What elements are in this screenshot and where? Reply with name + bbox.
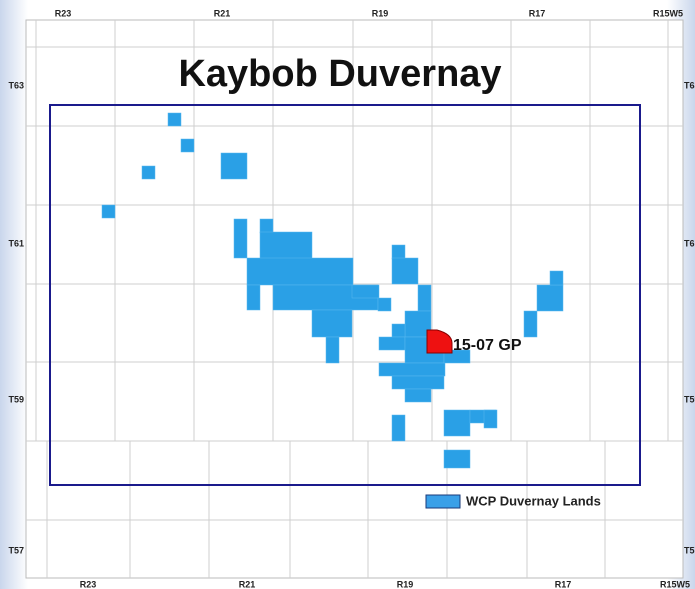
township-label: T61 [684,238,695,248]
parcel [259,218,274,234]
legend-label: WCP Duvernay Lands [466,493,601,508]
range-label: R19 [397,579,414,589]
township-label: T59 [8,394,24,404]
parcel [536,284,564,312]
grid-labels: R23 R21 R19 R17 R15W5 R23 R21 R19 R17 R15W5 T63 T61… [8,8,695,589]
township-label: T57 [684,545,695,555]
parcel [233,218,248,259]
range-label: R23 [55,8,72,18]
parcel [246,257,354,286]
parcel [391,375,445,390]
township-label: T59 [684,394,695,404]
township-label: T63 [8,80,24,90]
parcel [351,284,380,299]
parcel [311,309,353,338]
parcel [141,165,156,180]
area-boundary [49,104,641,486]
legend-swatch [425,494,461,509]
range-label: R23 [80,579,97,589]
township-label: T61 [8,238,24,248]
well-label: 15-07 GP [453,337,522,354]
parcel [246,284,261,311]
parcel [404,388,432,403]
parcel [391,414,406,442]
parcels [101,112,564,469]
parcel [220,152,248,180]
parcel [523,310,538,338]
parcel [259,231,313,260]
parcel [101,204,116,219]
parcel [391,323,406,338]
township-label: T63 [684,80,695,90]
parcel [325,336,340,364]
parcel [377,297,392,312]
parcel [549,270,564,286]
range-label: R17 [555,579,572,589]
parcel [180,138,195,153]
parcel [378,362,446,377]
township-label: T57 [8,545,24,555]
parcel [443,409,471,437]
parcel [417,284,432,312]
parcel [391,257,419,285]
grid [26,20,683,578]
parcel [378,336,406,351]
parcel [443,449,471,469]
range-label: R15W5 [653,8,683,18]
range-label: R17 [529,8,546,18]
well-marker [426,329,453,354]
map-title: Kaybob Duvernay [178,53,501,95]
parcel [483,409,498,429]
range-label: R19 [372,8,389,18]
parcel [167,112,182,127]
range-label: R21 [214,8,231,18]
range-label: R15W5 [660,579,690,589]
parcel [391,244,406,260]
range-label: R21 [239,579,256,589]
